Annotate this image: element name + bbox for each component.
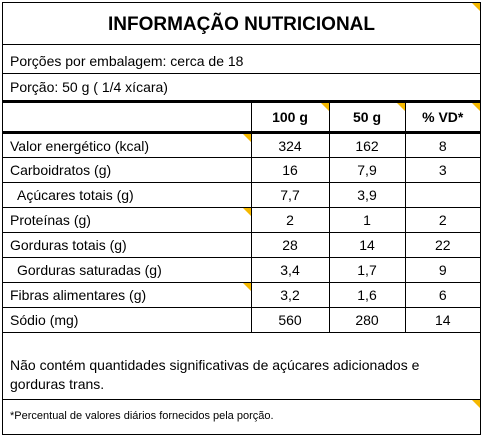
table-row: Açúcares totais (g) 7,7 3,9 — [3, 182, 480, 208]
value-100g: 16 — [250, 157, 330, 183]
nutrition-table: 100 g 50 g % VD* Valor energético (kcal)… — [3, 100, 480, 333]
value-50g: 3,9 — [328, 182, 406, 208]
value-50g: 1,7 — [328, 257, 406, 283]
corner-marker-icon — [472, 400, 480, 408]
value-50g: 1,6 — [328, 282, 406, 308]
value-100g: 3,2 — [250, 282, 330, 308]
header-cell-50g: 50 g — [328, 100, 406, 134]
value-vd — [404, 182, 480, 208]
table-row: Gorduras saturadas (g) 3,4 1,7 9 — [3, 257, 480, 283]
nutrient-label: Proteínas (g) — [10, 212, 91, 228]
value-100g: 7,7 — [250, 182, 330, 208]
corner-marker-icon — [320, 103, 329, 111]
corner-marker-icon — [242, 208, 251, 216]
value-50g: 7,9 — [328, 157, 406, 183]
corner-marker-icon — [472, 3, 480, 11]
nutrient-name: Fibras alimentares (g) — [3, 282, 252, 308]
corner-marker-icon — [242, 283, 251, 291]
servings-per-package: Porções por embalagem: cerca de 18 — [10, 53, 244, 69]
corner-marker-icon — [472, 103, 480, 111]
table-row: Sódio (mg) 560 280 14 — [3, 307, 480, 333]
header-cell-nutrient — [3, 100, 252, 134]
header-label: % VD* — [422, 109, 464, 125]
nutrient-name: Sódio (mg) — [3, 307, 252, 333]
value-vd: 2 — [404, 207, 480, 233]
table-row: Gorduras totais (g) 28 14 22 — [3, 232, 480, 258]
value-50g: 1 — [328, 207, 406, 233]
nutrient-name: Açúcares totais (g) — [3, 182, 252, 208]
nutrient-name: Carboidratos (g) — [3, 157, 252, 183]
value-50g: 280 — [328, 307, 406, 333]
value-100g: 2 — [250, 207, 330, 233]
divider — [3, 399, 480, 400]
divider — [3, 73, 480, 74]
label-title: INFORMAÇÃO NUTRICIONAL — [3, 3, 480, 45]
corner-marker-icon — [396, 103, 405, 111]
nutrient-label: Fibras alimentares (g) — [10, 287, 147, 303]
value-vd: 3 — [404, 157, 480, 183]
nutrient-name: Gorduras totais (g) — [3, 232, 252, 258]
header-cell-vd: % VD* — [404, 100, 480, 134]
value-50g: 162 — [328, 132, 406, 158]
value-vd: 8 — [404, 132, 480, 158]
table-row: Fibras alimentares (g) 3,2 1,6 6 — [3, 282, 480, 308]
corner-marker-icon — [242, 134, 251, 142]
table-row: Proteínas (g) 2 1 2 — [3, 207, 480, 233]
nutrient-label: Valor energético (kcal) — [10, 137, 150, 154]
header-label: 100 g — [272, 109, 308, 125]
table-header-row: 100 g 50 g % VD* — [3, 100, 480, 134]
value-vd: 22 — [404, 232, 480, 258]
nutrition-label: INFORMAÇÃO NUTRICIONAL Porções por embal… — [2, 2, 481, 435]
value-100g: 28 — [250, 232, 330, 258]
value-100g: 560 — [250, 307, 330, 333]
value-100g: 3,4 — [250, 257, 330, 283]
nutrient-name: Valor energético (kcal) — [3, 132, 252, 158]
nutrient-name: Gorduras saturadas (g) — [3, 257, 252, 283]
value-50g: 14 — [328, 232, 406, 258]
header-label: 50 g — [352, 109, 381, 125]
table-row: Valor energético (kcal) 324 162 8 — [3, 132, 480, 158]
header-cell-100g: 100 g — [250, 100, 330, 134]
nutrient-name: Proteínas (g) — [3, 207, 252, 233]
table-row: Carboidratos (g) 16 7,9 3 — [3, 157, 480, 183]
value-100g: 324 — [250, 132, 330, 158]
serving-size: Porção: 50 g ( 1/4 xícara) — [10, 79, 168, 95]
value-vd: 6 — [404, 282, 480, 308]
main-note: Não contém quantidades significativas de… — [10, 357, 420, 392]
value-vd: 9 — [404, 257, 480, 283]
footnote: *Percentual de valores diários fornecido… — [10, 410, 274, 422]
value-vd: 14 — [404, 307, 480, 333]
